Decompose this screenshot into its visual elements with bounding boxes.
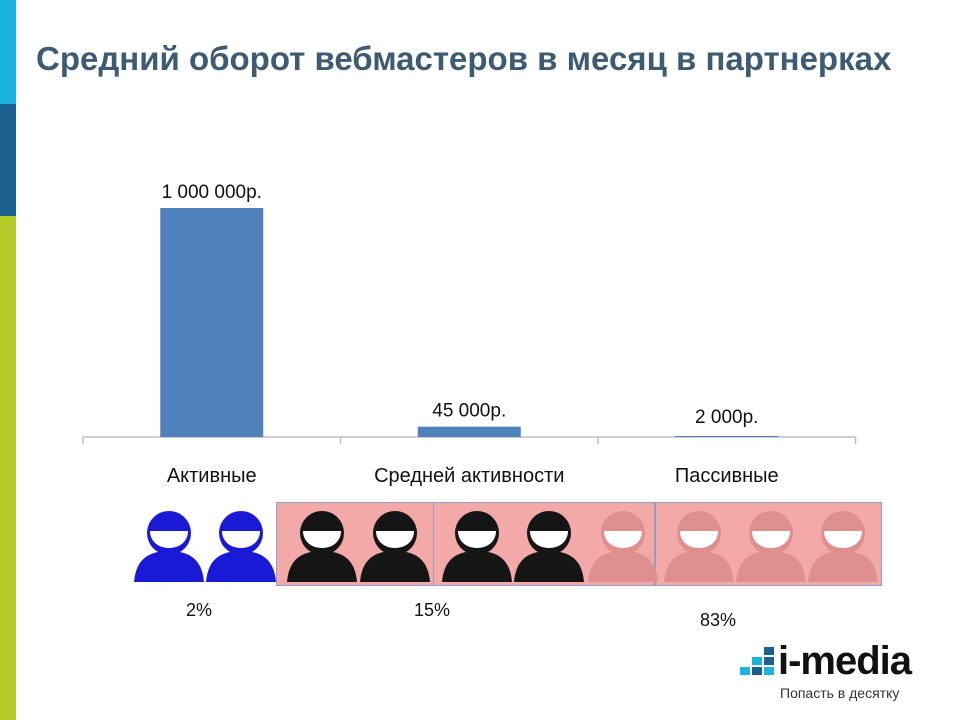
category-label: Пассивные <box>675 465 779 487</box>
slide-title: Средний оборот вебмастеров в месяц в пар… <box>36 40 892 77</box>
logo-name: i-media <box>778 639 912 683</box>
bar <box>160 208 264 437</box>
person-icon <box>132 508 206 582</box>
person-icon <box>358 508 432 582</box>
imedia-logo: i-media Попасть в десятку <box>738 639 938 707</box>
category-label: Средней активности <box>374 465 564 487</box>
bar <box>675 436 779 437</box>
logo-tagline: Попасть в десятку <box>780 685 900 701</box>
side-accent-bottom <box>0 216 16 720</box>
person-icon <box>734 508 808 582</box>
bar-data-label: 2 000р. <box>695 407 758 428</box>
bar-data-label: 1 000 000р. <box>162 182 262 203</box>
person-icon <box>285 508 359 582</box>
person-icon <box>806 508 880 582</box>
person-icon <box>662 508 736 582</box>
side-accent-middle <box>0 104 16 216</box>
percent-medium: 15% <box>414 600 451 620</box>
person-icon <box>440 508 514 582</box>
percent-active: 2% <box>186 600 213 620</box>
bar <box>417 426 521 437</box>
percent-passive: 83% <box>700 610 737 630</box>
block-divider <box>433 502 434 586</box>
webmaster-distribution <box>130 502 882 586</box>
side-accent-top <box>0 0 16 104</box>
person-icon <box>586 508 660 582</box>
bar-chart: 1 000 000р. Активные 45 000р. Средней актив… <box>82 182 857 487</box>
category-label: Активные <box>167 465 257 487</box>
logo-mark-icon <box>740 647 774 675</box>
person-icon <box>512 508 586 582</box>
person-icon <box>204 508 278 582</box>
bar-data-label: 45 000р. <box>432 401 506 422</box>
